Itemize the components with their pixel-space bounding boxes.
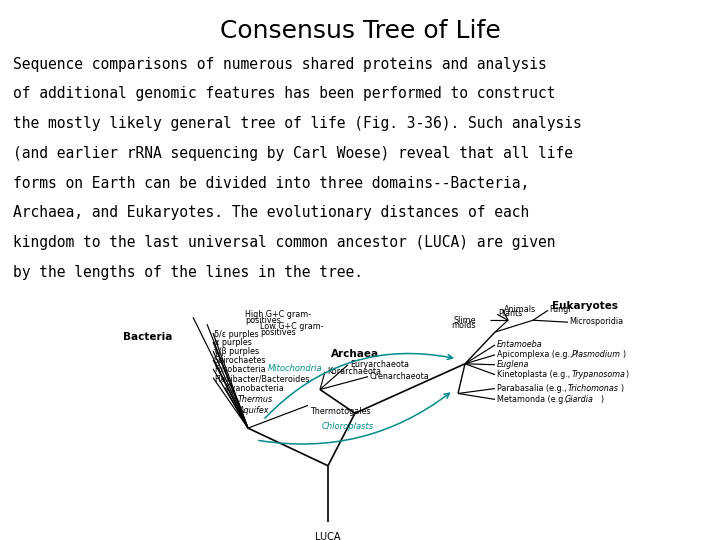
Text: Fungi: Fungi bbox=[549, 305, 570, 314]
Text: Cyanobacteria: Cyanobacteria bbox=[226, 384, 284, 393]
Text: Thermotogales: Thermotogales bbox=[310, 407, 371, 416]
Text: Spirochaetes: Spirochaetes bbox=[214, 356, 266, 365]
Text: Archaea: Archaea bbox=[331, 349, 379, 359]
Text: Trichomonas: Trichomonas bbox=[568, 384, 619, 393]
Text: Metamonda (e.g.,: Metamonda (e.g., bbox=[497, 395, 571, 404]
Text: Crenarchaeota: Crenarchaeota bbox=[370, 372, 430, 381]
Text: α purples: α purples bbox=[214, 339, 252, 348]
Text: δ/ε purples: δ/ε purples bbox=[214, 329, 258, 339]
Text: High G+C gram-: High G+C gram- bbox=[245, 310, 311, 319]
Text: Low G+C gram-: Low G+C gram- bbox=[260, 322, 323, 330]
Text: positives: positives bbox=[260, 328, 296, 336]
Text: of additional genomic features has been performed to construct: of additional genomic features has been … bbox=[13, 86, 555, 102]
Text: forms on Earth can be divided into three domains--Bacteria,: forms on Earth can be divided into three… bbox=[13, 176, 529, 191]
Text: Euglena: Euglena bbox=[497, 360, 529, 369]
Text: ): ) bbox=[620, 384, 623, 393]
Text: molds: molds bbox=[451, 321, 476, 329]
Text: Plasmodium: Plasmodium bbox=[572, 350, 621, 360]
Text: Plants: Plants bbox=[498, 309, 522, 318]
FancyArrowPatch shape bbox=[265, 354, 453, 418]
Text: Flexibacter/Bacteroides: Flexibacter/Bacteroides bbox=[214, 374, 310, 383]
Text: the mostly likely general tree of life (Fig. 3-36). Such analysis: the mostly likely general tree of life (… bbox=[13, 116, 582, 131]
Text: γ/β purples: γ/β purples bbox=[214, 347, 259, 356]
Text: ): ) bbox=[625, 370, 628, 379]
Text: LUCA: LUCA bbox=[315, 532, 341, 540]
Text: ): ) bbox=[600, 395, 603, 404]
FancyArrowPatch shape bbox=[258, 393, 449, 444]
Text: Trypanosoma: Trypanosoma bbox=[572, 370, 626, 379]
Text: Thermus: Thermus bbox=[238, 395, 273, 404]
Text: Archaea, and Eukaryotes. The evolutionary distances of each: Archaea, and Eukaryotes. The evolutionar… bbox=[13, 205, 529, 220]
Text: Korarchaeota: Korarchaeota bbox=[327, 367, 381, 376]
Text: Bacteria: Bacteria bbox=[123, 332, 173, 342]
Text: Mitochondria: Mitochondria bbox=[268, 364, 323, 373]
Text: Eukaryotes: Eukaryotes bbox=[552, 301, 618, 312]
Text: Slime: Slime bbox=[454, 316, 476, 325]
Text: Chloroplasts: Chloroplasts bbox=[322, 422, 374, 431]
Text: Giardia: Giardia bbox=[565, 395, 594, 404]
Text: Entamoeba: Entamoeba bbox=[497, 341, 543, 349]
Text: positives: positives bbox=[245, 316, 281, 325]
Text: Euryarchaeota: Euryarchaeota bbox=[350, 360, 409, 369]
Text: (and earlier rRNA sequencing by Carl Woese) reveal that all life: (and earlier rRNA sequencing by Carl Woe… bbox=[13, 146, 573, 161]
Text: Animals: Animals bbox=[504, 305, 536, 314]
Text: Sequence comparisons of numerous shared proteins and analysis: Sequence comparisons of numerous shared … bbox=[13, 57, 546, 72]
Text: Apicomplexa (e.g.,: Apicomplexa (e.g., bbox=[497, 350, 575, 360]
Text: Aquifex: Aquifex bbox=[238, 406, 269, 415]
Text: Microsporidia: Microsporidia bbox=[569, 316, 623, 326]
Text: ): ) bbox=[622, 350, 625, 360]
Text: Fusobacteria: Fusobacteria bbox=[214, 365, 266, 374]
Text: Kinetoplasta (e.g.,: Kinetoplasta (e.g., bbox=[497, 370, 572, 379]
Text: Consensus Tree of Life: Consensus Tree of Life bbox=[220, 19, 500, 43]
Text: kingdom to the last universal common ancestor (LUCA) are given: kingdom to the last universal common anc… bbox=[13, 235, 555, 250]
Text: by the lengths of the lines in the tree.: by the lengths of the lines in the tree. bbox=[13, 265, 363, 280]
Text: Parabasalia (e.g.,: Parabasalia (e.g., bbox=[497, 384, 569, 393]
